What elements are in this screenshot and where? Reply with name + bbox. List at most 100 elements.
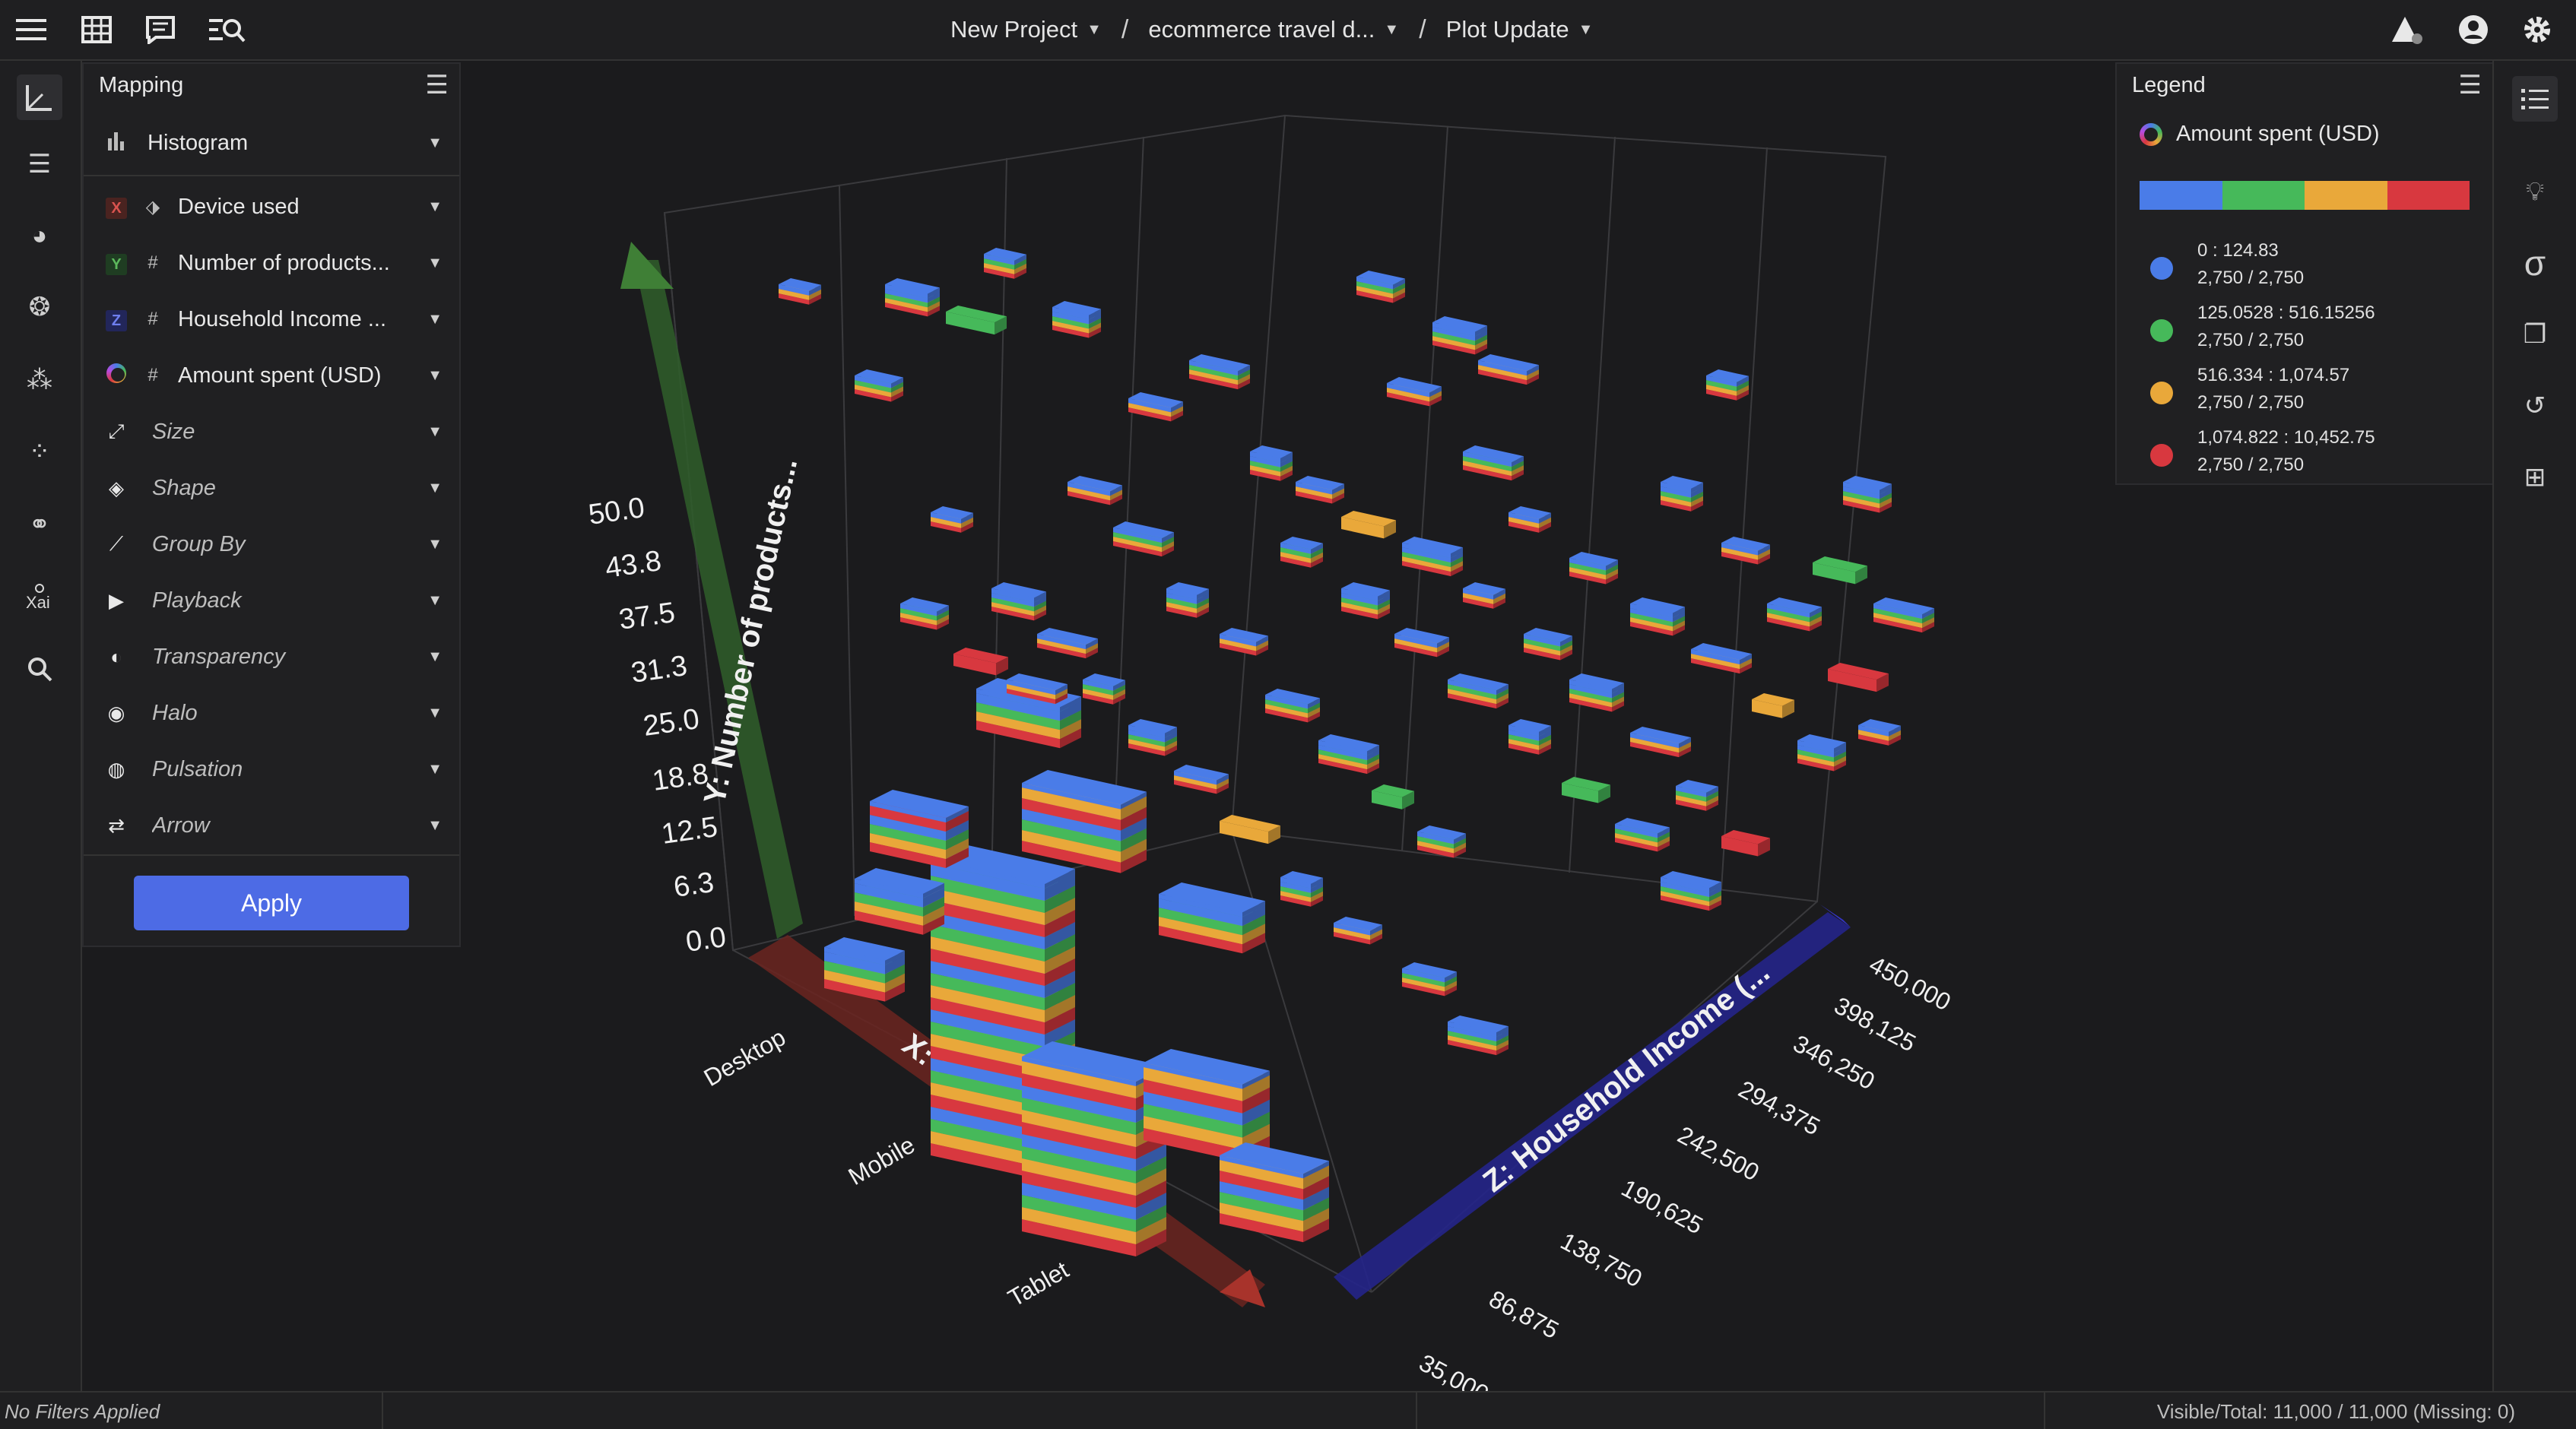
breadcrumb-dataset[interactable]: ecommerce travel d... ▼ [1148,16,1400,43]
histogram-bar [1166,582,1209,600]
chevron-down-icon: ▼ [427,535,443,553]
histogram-bar [1318,734,1379,756]
mapping-color-amount-spent[interactable]: # Amount spent (USD) ▼ [84,348,459,403]
mapping-y-number-of-products[interactable]: Y # Number of products... ▼ [84,236,459,290]
legend-variable[interactable]: Amount spent (USD) [2140,122,2380,147]
histogram-bar [1280,537,1323,554]
settings-icon[interactable] [2518,11,2556,49]
legend-title: Legend [2132,73,2206,97]
legend-list-icon[interactable] [2512,76,2558,122]
search-list-icon[interactable] [208,11,246,49]
mapping-transparency[interactable]: ◐ Transparency ▼ [84,629,459,684]
histogram-bar [1280,871,1323,889]
alert-icon[interactable] [2387,11,2425,49]
histogram-bar [1372,784,1414,810]
histogram-bar [1083,673,1125,691]
mapping-pulsation[interactable]: ◍ Pulsation ▼ [84,742,459,797]
cluster-icon[interactable]: ⁂ [27,366,52,394]
histogram-bar [1250,445,1293,463]
histogram-bar [1843,476,1892,495]
histogram-bar [1463,445,1524,467]
hamburger-icon[interactable]: ☰ [425,71,449,100]
shapes-icon: ◈ [109,476,124,499]
menu-icon[interactable] [12,11,50,49]
legend-dot [2150,382,2173,404]
plot-area[interactable]: Y: Number of products... 0.0 6.3 12.5 18.8 2… [459,61,2114,1408]
lightbulb-icon[interactable]: 💡︎ [2526,176,2544,206]
layers-icon[interactable]: ❐ [2523,320,2547,349]
chevron-down-icon: ▼ [1578,21,1594,38]
chevron-down-icon: ▼ [427,479,443,496]
histogram-bar [885,278,940,299]
account-icon[interactable] [2454,11,2492,49]
legend-panel: Legend ☰ Amount spent (USD) 0 : 124.83 2… [2115,62,2494,485]
y-tick-label: 25.0 [641,703,701,743]
y-axis: Y: Number of products... 0.06.312.518.82… [586,242,804,958]
histogram-bar [1402,537,1463,559]
histogram-bar [1448,1016,1508,1038]
histogram-bar [1189,354,1250,376]
mapping-z-household-income[interactable]: Z # Household Income ... ▼ [84,292,459,347]
hamburger-icon[interactable]: ☰ [2458,71,2482,100]
mapping-halo[interactable]: ◉ Halo ▼ [84,686,459,740]
histogram-bar [1022,770,1147,810]
z-tick-label: 138,750 [1556,1227,1647,1292]
histogram-bar [1144,1049,1270,1089]
z-axis-arrow-icon [1820,905,1851,927]
mapping-group-by[interactable]: ⟋ Group By ▼ [84,517,459,572]
mapping-shape[interactable]: ◈ Shape ▼ [84,461,459,515]
grid-icon[interactable] [78,11,116,49]
colorbar-segment [2222,181,2305,210]
sigma-icon[interactable]: σ [2524,243,2546,283]
histogram-bar [1334,917,1382,936]
network-icon[interactable]: ⚭ [28,510,51,539]
histogram-bar [1265,689,1320,709]
divider [2044,1393,2045,1429]
mapping-size[interactable]: ⤢ Size ▼ [84,404,459,459]
y-tick-label: 6.3 [671,867,715,904]
visible-total-count: Visible/Total: 11,000 / 11,000 (Missing:… [2156,1400,2515,1423]
histogram-bar [1432,316,1487,337]
mapping-arrow[interactable]: ⇄ Arrow ▼ [84,798,459,853]
histogram-bar [855,868,944,898]
filter-list-icon[interactable]: ☰ [27,150,52,179]
histogram-bar [1402,962,1457,983]
chevron-down-icon: ▼ [427,198,443,215]
apply-button[interactable]: Apply [134,876,409,930]
histogram-3d[interactable]: Y: Number of products... 0.06.312.518.82… [459,61,2114,1408]
legend-item[interactable]: 516.334 : 1,074.57 2,750 / 2,750 [2140,365,2474,423]
hash-icon: # [148,365,158,385]
legend-item[interactable]: 1,074.822 : 10,452.75 2,750 / 2,750 [2140,427,2474,485]
scatter-icon[interactable]: ⁘ [28,437,51,466]
mapping-x-device-used[interactable]: X ⬗ Device used ▼ [84,179,459,234]
xai-icon[interactable]: Xai [17,575,62,620]
mapping-playback[interactable]: ▶ Playback ▼ [84,573,459,628]
resize-icon: ⤢ [108,420,125,442]
axes-icon[interactable] [17,74,62,120]
histogram-bar [1630,727,1691,749]
histogram-bar [855,369,903,388]
z-tick-label: 450,000 [1865,950,1956,1016]
y-tick-label: 31.3 [629,650,689,689]
breadcrumb-plot[interactable]: Plot Update ▼ [1445,16,1594,43]
chart-type-select[interactable]: Histogram ▼ [84,116,459,170]
histogram-bar [1524,628,1572,647]
histogram-bar [1174,765,1229,785]
histogram-bar [1417,825,1466,844]
z-axis-badge: Z [106,310,127,331]
histogram-bar [1356,271,1405,290]
x-tick-label: Tablet [1004,1256,1074,1312]
search-icon[interactable] [17,646,62,692]
legend-item[interactable]: 0 : 124.83 2,750 / 2,750 [2140,240,2474,298]
histogram-bar [931,506,973,524]
palette-icon[interactable]: ❂ [28,293,51,322]
histogram-bar [1220,1142,1329,1179]
mapping-title: Mapping [99,73,184,97]
brain-icon[interactable]: ◕ [31,220,48,250]
hierarchy-icon[interactable]: ⊞ [2524,463,2546,492]
notes-icon[interactable] [141,11,179,49]
history-icon[interactable]: ↺ [2524,391,2546,420]
mapping-label: Number of products... [178,250,390,275]
breadcrumb-project[interactable]: New Project ▼ [950,16,1102,43]
legend-item[interactable]: 125.0528 : 516.15256 2,750 / 2,750 [2140,303,2474,360]
